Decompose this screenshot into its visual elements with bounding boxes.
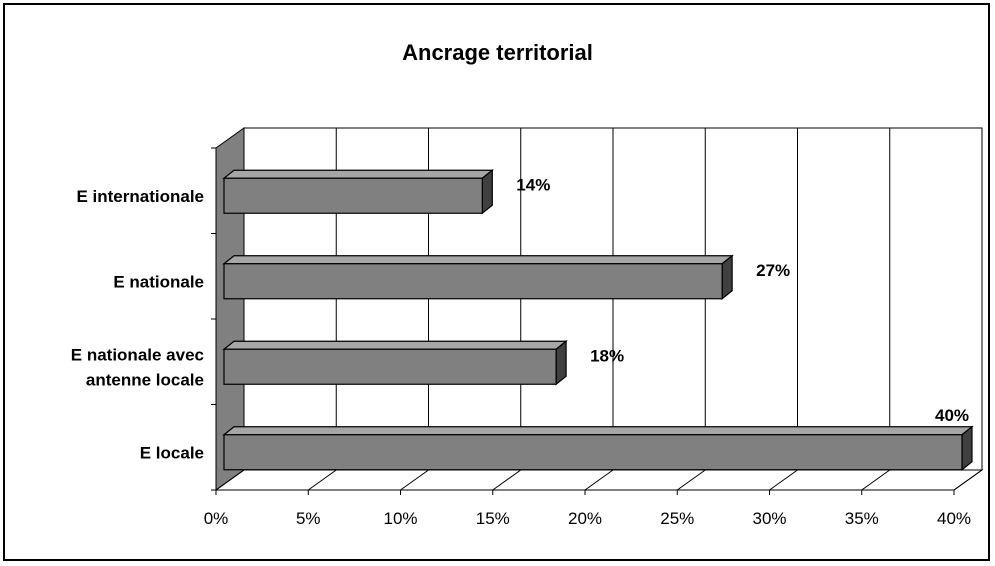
- floor-gridline: [307, 469, 337, 491]
- data-label: 40%: [935, 406, 969, 425]
- x-tick-label: 20%: [568, 509, 602, 528]
- bar-top: [222, 169, 495, 179]
- data-labels: 14% 27% 18% 40%: [516, 175, 969, 425]
- x-tick-label: 25%: [660, 509, 694, 528]
- data-label: 14%: [516, 175, 550, 194]
- bar-side: [555, 340, 567, 386]
- bar: [222, 254, 734, 300]
- bar-front: [223, 434, 963, 471]
- data-label: 27%: [756, 261, 790, 280]
- bar-front: [223, 177, 483, 214]
- bar-side: [481, 169, 493, 215]
- floor-gridline: [400, 469, 429, 491]
- bar: [222, 340, 568, 386]
- floor-gridline: [492, 469, 522, 491]
- category-label: antenne locale: [86, 370, 204, 389]
- category-label: E internationale: [76, 187, 204, 206]
- data-label: 18%: [590, 346, 624, 365]
- category-label: E locale: [140, 443, 204, 462]
- floor-gridline: [676, 469, 706, 491]
- bar-top: [222, 340, 568, 350]
- floor-gridline: [584, 469, 614, 491]
- x-tick-label: 5%: [296, 509, 321, 528]
- category-label: E nationale avec: [71, 345, 204, 364]
- category-label: E nationale: [113, 272, 204, 291]
- x-tick-label: 40%: [937, 509, 971, 528]
- category-labels: E internationale E nationale E nationale a…: [71, 187, 204, 463]
- bar-top: [222, 426, 974, 436]
- chart-title: Ancrage territorial: [402, 40, 593, 65]
- x-tick-label: 10%: [383, 509, 417, 528]
- bars: [222, 169, 974, 471]
- bar-top: [222, 255, 734, 265]
- x-tick-label: 30%: [752, 509, 786, 528]
- bar-side: [721, 254, 733, 300]
- bar-front: [223, 348, 557, 385]
- floor-gridline: [953, 469, 983, 491]
- x-tick-label: 35%: [845, 509, 879, 528]
- bar: [222, 425, 974, 471]
- x-tick-label: 0%: [204, 509, 229, 528]
- floor-gridline: [215, 469, 245, 491]
- bar: [222, 169, 495, 215]
- bar-side: [961, 425, 973, 471]
- floor-gridline: [769, 469, 798, 491]
- bar-front: [223, 263, 723, 300]
- floor-gridline: [861, 469, 891, 491]
- x-axis-ticks: 0% 5% 10% 15% 20% 25% 30% 35% 40%: [204, 147, 971, 528]
- x-tick-label: 15%: [476, 509, 510, 528]
